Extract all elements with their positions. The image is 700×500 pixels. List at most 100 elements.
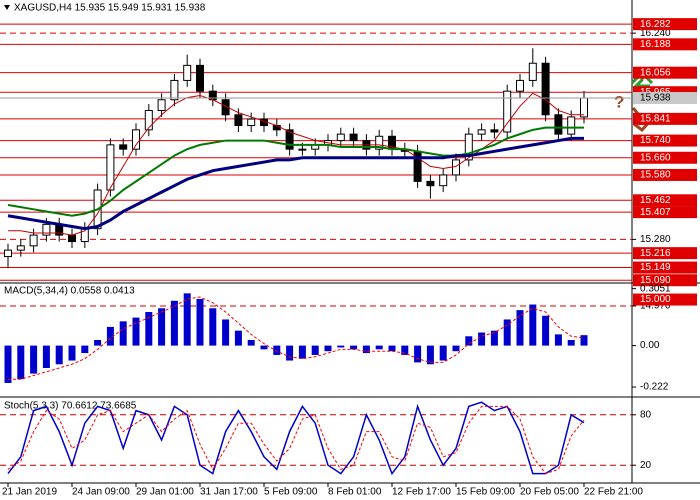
level-label-box — [633, 293, 697, 306]
candle-body — [196, 64, 204, 92]
indicator-line — [7, 405, 585, 475]
level-label: 15.462 — [640, 195, 671, 206]
level-label: 15.216 — [640, 248, 671, 259]
histogram-bar — [350, 345, 358, 350]
histogram-bar — [286, 345, 294, 361]
histogram-bar — [106, 326, 114, 346]
candle-body — [580, 97, 588, 118]
level-label: 16.188 — [640, 39, 671, 50]
moving-average — [7, 126, 584, 217]
candle-body — [4, 249, 12, 258]
level-label-box — [633, 206, 697, 219]
candle-body — [349, 133, 358, 142]
histogram-bar — [234, 330, 242, 346]
histogram-bar — [529, 304, 537, 346]
candle-body — [68, 234, 76, 243]
y-tick-label: 0.3051 — [640, 283, 671, 294]
histogram-bar — [516, 310, 524, 346]
histogram-bar — [414, 345, 422, 363]
histogram-bar — [452, 345, 460, 352]
histogram-bar — [298, 345, 306, 359]
histogram-bar — [465, 336, 473, 346]
histogram-bar — [567, 340, 575, 346]
candle-body — [452, 159, 460, 176]
level-label: 15.407 — [640, 207, 671, 218]
x-tick-label: 12 Feb 17:00 — [392, 487, 451, 498]
histogram-bar — [183, 293, 191, 346]
chart-title: XAGUSD,H4 15.935 15.949 15.931 15.938 — [14, 3, 206, 14]
annotation: ? — [614, 92, 624, 111]
level-label-box — [633, 261, 697, 274]
level-label: 16.056 — [640, 67, 671, 78]
level-label-box — [633, 194, 697, 207]
histogram-bar — [68, 345, 76, 361]
candle-body — [426, 180, 435, 187]
candle-body — [16, 245, 25, 251]
histogram-bar — [337, 345, 345, 348]
moving-average — [8, 92, 584, 236]
y-tick-label: 0.00 — [640, 340, 660, 351]
level-label-box — [633, 134, 697, 147]
x-tick-label: 8 Feb 01:00 — [328, 487, 382, 498]
y-tick-label: 80 — [640, 409, 652, 420]
level-label: 15.580 — [640, 170, 671, 181]
level-label-box — [633, 18, 697, 31]
histogram-bar — [260, 345, 268, 350]
histogram-bar — [30, 345, 38, 374]
candle-body — [170, 79, 179, 101]
level-label-box — [633, 38, 697, 51]
level-label: 16.282 — [640, 19, 671, 30]
histogram-bar — [490, 330, 498, 346]
candle-body — [439, 174, 448, 187]
histogram-bar — [273, 345, 281, 355]
candle-body — [490, 129, 499, 133]
candle-body — [106, 144, 115, 191]
candle-body — [528, 62, 537, 81]
y-tick-label: 14.970 — [640, 301, 671, 312]
x-tick-label: 15 Feb 09:00 — [456, 487, 515, 498]
histogram-bar — [17, 345, 25, 380]
candle-body — [554, 114, 563, 135]
candle-body — [477, 129, 486, 135]
level-label: 15.841 — [640, 114, 671, 125]
histogram-bar — [362, 345, 370, 354]
histogram-bar — [554, 334, 562, 346]
x-tick-label: 24 Jan 09:00 — [72, 487, 130, 498]
histogram-bar — [170, 300, 178, 346]
candle-body — [375, 135, 384, 150]
candle-body — [272, 125, 281, 131]
histogram-bar — [119, 321, 127, 346]
level-label: 15.740 — [640, 135, 671, 146]
histogram-bar — [4, 345, 12, 383]
candle-body — [464, 133, 473, 161]
level-label-box — [633, 66, 697, 79]
candle-body — [42, 223, 51, 236]
histogram-bar — [388, 345, 396, 352]
histogram-bar — [247, 340, 255, 346]
candle-body — [144, 109, 153, 131]
candle-body — [503, 90, 512, 133]
price-plot — [0, 23, 632, 281]
candle-body — [336, 133, 345, 142]
y-tick-label: 20 — [640, 460, 652, 471]
candle-body — [247, 118, 256, 127]
level-label-box — [633, 112, 697, 125]
candle-body — [298, 148, 307, 151]
level-label-box — [633, 168, 697, 181]
moving-average — [7, 136, 584, 231]
stoch-title: Stoch(5,3,3) 70.6612 73.6685 — [4, 401, 137, 412]
candle-body — [285, 129, 294, 150]
histogram-bar — [503, 319, 511, 346]
histogram-bar — [196, 298, 204, 346]
y-tick-label: -0.222 — [640, 382, 669, 393]
histogram-bar — [542, 315, 550, 346]
menu-triangle — [4, 5, 10, 10]
level-label-box — [633, 151, 697, 164]
candle-body — [234, 114, 243, 127]
level-label: 15.000 — [640, 294, 671, 305]
histogram-bar — [42, 345, 50, 368]
x-tick-label: 29 Jan 01:00 — [136, 487, 194, 498]
histogram-bar — [209, 308, 217, 346]
